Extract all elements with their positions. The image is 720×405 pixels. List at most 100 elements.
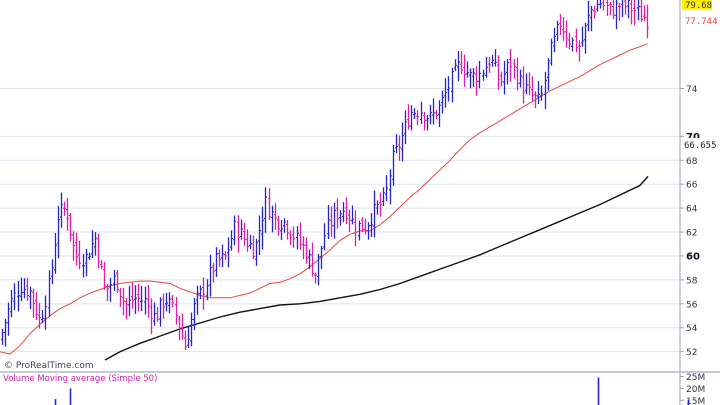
ohlc-bar: [193, 297, 196, 331]
ohlc-bar: [113, 270, 116, 291]
ohlc-bar: [553, 27, 556, 53]
ohlc-bar: [540, 85, 543, 101]
ohlc-bar: [401, 122, 404, 162]
ohlc-bar: [264, 187, 267, 233]
ohlc-bar: [286, 220, 289, 240]
ohlc-bar: [525, 73, 528, 95]
ohlc-bar: [162, 293, 165, 319]
ohlc-bar: [494, 49, 497, 67]
ma-short-tag: 77.744: [682, 15, 718, 27]
ohlc-bar: [323, 223, 326, 251]
ohlc-bar: [202, 277, 205, 310]
ohlc-bar: [637, 0, 640, 21]
ohlc-bar: [562, 17, 565, 41]
ohlc-bar: [159, 297, 162, 327]
ohlc-bar: [51, 259, 54, 285]
ohlc-bar: [612, 0, 615, 20]
ohlc-bar: [17, 281, 20, 312]
ohlc-bar: [184, 330, 187, 350]
ohlc-bar: [91, 230, 94, 259]
ohlc-bar: [339, 210, 342, 226]
ohlc-bar: [342, 202, 345, 223]
ohlc-bar: [168, 292, 171, 314]
ohlc-bar: [513, 58, 516, 79]
ohlc-bar: [7, 302, 10, 336]
ohlc-bar: [44, 295, 47, 330]
ohlc-bar: [593, 5, 596, 19]
price-tick-label: 68: [686, 157, 698, 167]
ohlc-bar: [423, 111, 426, 131]
ohlc-bar: [472, 67, 475, 87]
ohlc-bar: [491, 55, 494, 67]
ohlc-bar: [299, 222, 302, 250]
ohlc-bar: [54, 233, 57, 274]
ohlc-bar: [544, 71, 547, 110]
ohlc-bar: [69, 213, 72, 242]
ohlc-bar: [57, 205, 60, 259]
ohlc-bar: [478, 61, 481, 89]
ohlc-bar: [333, 202, 336, 239]
ohlc-bar: [20, 277, 23, 302]
ohlc-bar: [66, 198, 69, 231]
ohlc-bar: [196, 285, 199, 315]
ohlc-bar: [534, 91, 537, 109]
ohlc-bar: [227, 237, 230, 268]
ohlc-bar: [109, 277, 112, 302]
ohlc-bar: [633, 0, 636, 26]
ohlc-bar: [268, 188, 271, 220]
ohlc-bar: [147, 285, 150, 318]
last-price-box: [682, 0, 712, 10]
ohlc-bar: [32, 288, 35, 318]
ohlc-bar: [212, 262, 215, 283]
ohlc-bar: [48, 270, 51, 317]
ohlc-bar: [578, 40, 581, 62]
ohlc-bar: [137, 283, 140, 312]
ohlc-bar: [23, 278, 26, 299]
volume-panel: [0, 373, 680, 405]
ohlc-bar: [435, 109, 438, 120]
ohlc-bar: [351, 205, 354, 225]
ohlc-bar: [218, 249, 221, 268]
ohlc-bar: [404, 110, 407, 145]
ohlc-bar: [432, 98, 435, 125]
ohlc-bar: [29, 286, 32, 310]
volume-axis-ticks: 25M 20M 15M: [680, 373, 705, 405]
ohlc-bar: [438, 100, 441, 128]
ohlc-bar: [587, 0, 590, 32]
ohlc-bar: [630, 0, 633, 25]
ohlc-bar: [125, 297, 128, 320]
ohlc-bar: [460, 51, 463, 75]
price-tick-label: 66: [686, 181, 698, 191]
ohlc-bar: [258, 215, 261, 255]
ohlc-bar: [10, 289, 13, 318]
ohlc-bar: [153, 302, 156, 326]
ohlc-bar: [13, 283, 16, 311]
ohlc-bar: [537, 81, 540, 105]
ohlc-bar: [581, 26, 584, 47]
ohlc-bar: [522, 66, 525, 104]
ohlc-bar: [643, 5, 646, 22]
ohlc-bar: [41, 309, 44, 324]
ohlc-bar: [590, 5, 593, 32]
ohlc-bar: [75, 232, 78, 266]
ohlc-bar: [500, 71, 503, 87]
ohlc-bar: [94, 232, 97, 256]
ohlc-bar: [292, 226, 295, 248]
ohlc-bar: [165, 292, 168, 312]
ohlc-bar: [348, 209, 351, 232]
ohlc-bar: [187, 325, 190, 349]
ohlc-bar: [171, 295, 174, 308]
ohlc-bar: [565, 20, 568, 48]
ohlc-bar: [506, 59, 509, 85]
price-tick-label: 60: [686, 251, 700, 262]
ohlc-bar: [305, 237, 308, 264]
ohlc-bar: [122, 287, 125, 316]
ohlc-bar: [444, 78, 447, 108]
ohlc-bar: [575, 28, 578, 53]
ohlc-bar: [367, 222, 370, 240]
ohlc-bar: [376, 200, 379, 215]
ohlc-bar: [246, 229, 249, 252]
ohlc-bar: [175, 297, 178, 325]
